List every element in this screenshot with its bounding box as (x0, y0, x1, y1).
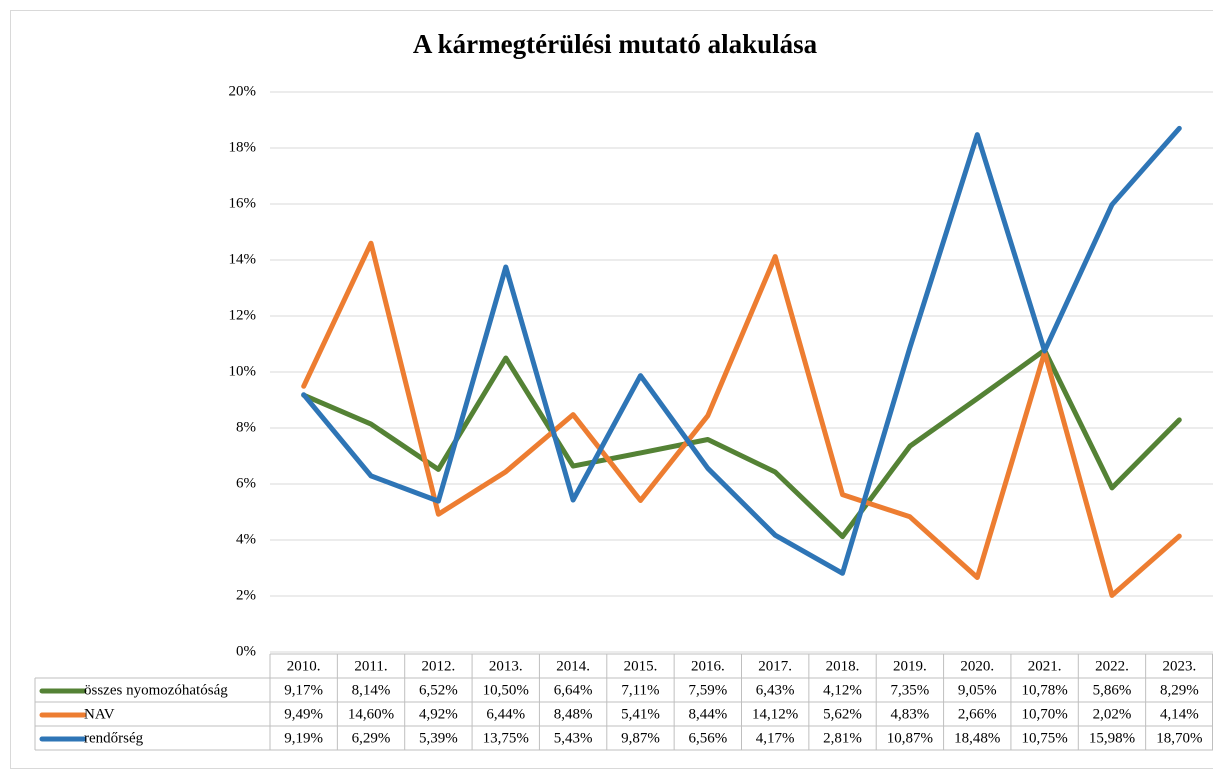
x-tick-label: 2015. (624, 658, 658, 674)
table-value: 5,41% (621, 706, 660, 722)
table-value: 8,48% (554, 706, 593, 722)
x-tick-label: 2018. (826, 658, 860, 674)
table-value: 2,66% (958, 706, 997, 722)
y-tick-label: 8% (236, 419, 256, 435)
table-value: 7,35% (891, 682, 930, 698)
table-value: 5,86% (1093, 682, 1132, 698)
table-value: 14,12% (752, 706, 798, 722)
table-value: 6,56% (688, 730, 727, 746)
table-value: 14,60% (348, 706, 394, 722)
table-value: 13,75% (483, 730, 529, 746)
x-tick-label: 2013. (489, 658, 523, 674)
x-tick-label: 2017. (758, 658, 792, 674)
x-tick-label: 2023. (1162, 658, 1196, 674)
y-tick-label: 6% (236, 475, 256, 491)
x-tick-label: 2019. (893, 658, 927, 674)
x-tick-label: 2012. (422, 658, 456, 674)
y-tick-label: 4% (236, 531, 256, 547)
table-value: 9,87% (621, 730, 660, 746)
x-tick-label: 2022. (1095, 658, 1129, 674)
table-value: 9,19% (284, 730, 323, 746)
table-value: 7,59% (688, 682, 727, 698)
table-value: 8,44% (688, 706, 727, 722)
legend-label: összes nyomozóhatóság (84, 682, 228, 698)
series-line (301, 240, 1182, 598)
table-value: 4,92% (419, 706, 458, 722)
chart-border (10, 10, 1213, 769)
table-value: 5,39% (419, 730, 458, 746)
table-value: 10,87% (887, 730, 933, 746)
x-tick-label: 2014. (556, 658, 590, 674)
y-tick-label: 14% (229, 251, 257, 267)
table-value: 6,43% (756, 682, 795, 698)
legend-label: rendőrség (84, 730, 144, 746)
x-tick-label: 2020. (960, 658, 994, 674)
table-value: 8,14% (352, 682, 391, 698)
series-line (301, 125, 1182, 576)
table-value: 9,17% (284, 682, 323, 698)
table-value: 2,81% (823, 730, 862, 746)
series-line (301, 347, 1182, 540)
chart-title: A kármegtérülési mutató alakulása (413, 29, 818, 59)
legend-label: NAV (84, 706, 115, 722)
table-value: 18,48% (954, 730, 1000, 746)
table-value: 6,52% (419, 682, 458, 698)
y-tick-label: 0% (236, 643, 256, 659)
y-tick-label: 16% (229, 195, 257, 211)
table-value: 10,78% (1021, 682, 1067, 698)
x-tick-label: 2021. (1028, 658, 1062, 674)
table-value: 10,50% (483, 682, 529, 698)
x-tick-label: 2010. (287, 658, 321, 674)
table-value: 6,44% (486, 706, 525, 722)
table-value: 10,70% (1021, 706, 1067, 722)
y-tick-label: 2% (236, 587, 256, 603)
table-value: 9,49% (284, 706, 323, 722)
table-value: 5,62% (823, 706, 862, 722)
table-value: 5,43% (554, 730, 593, 746)
table-value: 2,02% (1093, 706, 1132, 722)
table-value: 15,98% (1089, 730, 1135, 746)
table-value: 7,11% (621, 682, 659, 698)
table-value: 4,83% (891, 706, 930, 722)
table-value: 4,14% (1160, 706, 1199, 722)
table-value: 6,29% (352, 730, 391, 746)
table-value: 8,29% (1160, 682, 1199, 698)
x-tick-label: 2016. (691, 658, 725, 674)
y-tick-label: 18% (229, 139, 257, 155)
y-tick-label: 12% (229, 307, 257, 323)
table-value: 9,05% (958, 682, 997, 698)
y-tick-label: 20% (229, 83, 257, 99)
y-tick-label: 10% (229, 363, 257, 379)
table-value: 4,17% (756, 730, 795, 746)
table-value: 4,12% (823, 682, 862, 698)
table-value: 10,75% (1021, 730, 1067, 746)
x-tick-label: 2011. (354, 658, 387, 674)
table-value: 18,70% (1156, 730, 1202, 746)
table-value: 6,64% (554, 682, 593, 698)
